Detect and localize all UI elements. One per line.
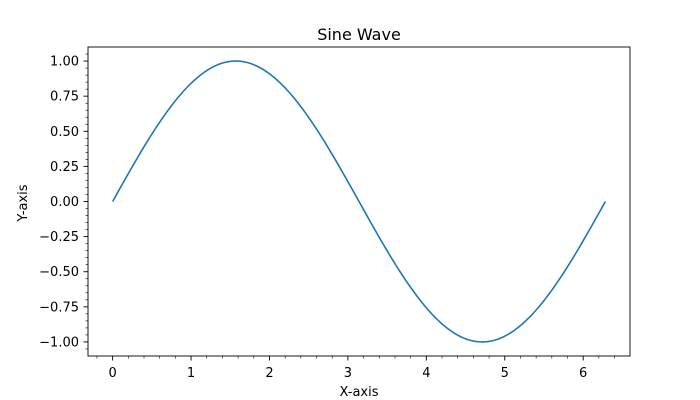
- x-tick-label-6: 6: [579, 366, 587, 381]
- x-tick-label-2: 2: [265, 366, 273, 381]
- x-tick-label-5: 5: [501, 366, 509, 381]
- chart-title: Sine Wave: [317, 25, 401, 44]
- y-tick-label-4: 0.00: [50, 195, 79, 210]
- y-tick-label-1: −0.75: [39, 300, 79, 315]
- y-tick-label-3: −0.25: [39, 230, 79, 245]
- y-axis-label: Y-axis: [16, 184, 31, 222]
- series-line-0: [111, 60, 607, 343]
- y-tick-label-8: 1.00: [50, 55, 79, 70]
- x-tick-label-4: 4: [422, 366, 430, 381]
- y-tick-label-5: 0.25: [50, 160, 79, 175]
- y-tick-label-6: 0.50: [50, 125, 79, 140]
- y-tick-label-7: 0.75: [50, 90, 79, 105]
- x-tick-label-1: 1: [187, 366, 195, 381]
- plot-area: 0 1 2 3 4 5 6 −1.00 −0.75 −0.50 −0.25 0.00 0.25 0.50 0…: [39, 46, 631, 381]
- x-tick-label-0: 0: [108, 366, 116, 381]
- x-tick-label-3: 3: [344, 366, 352, 381]
- x-axis-label: X-axis: [340, 385, 379, 400]
- y-tick-label-2: −0.50: [39, 265, 79, 280]
- y-tick-label-0: −1.00: [39, 335, 79, 350]
